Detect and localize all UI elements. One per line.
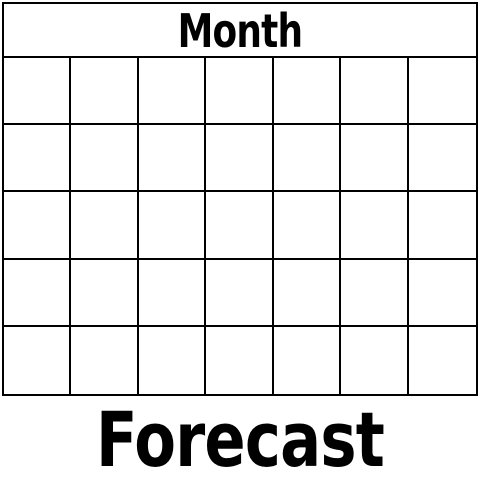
calendar-cell <box>206 125 274 193</box>
calendar-cell <box>341 192 409 260</box>
calendar-cell <box>138 192 207 260</box>
caption: Forecast <box>0 400 480 480</box>
calendar-cell <box>4 58 72 126</box>
calendar-cell <box>71 125 139 193</box>
calendar-cell <box>273 125 342 193</box>
month-label: Month <box>177 4 303 58</box>
calendar-cell <box>206 259 274 327</box>
calendar-cell <box>273 259 342 327</box>
calendar-cell <box>138 125 207 193</box>
calendar-cell <box>138 58 207 126</box>
calendar-cell <box>71 259 139 327</box>
calendar-cells <box>4 58 476 394</box>
calendar-cell <box>409 327 476 394</box>
calendar-cell <box>138 259 207 327</box>
calendar-cell <box>408 58 476 126</box>
calendar-cell <box>341 125 409 193</box>
calendar-cell <box>274 326 342 394</box>
calendar-cell <box>4 192 72 260</box>
calendar-cell <box>408 125 476 193</box>
calendar-header: Month <box>4 4 476 58</box>
calendar-cell <box>273 58 342 126</box>
forecast-title: Forecast <box>95 395 385 484</box>
calendar-cell <box>71 192 139 260</box>
calendar-cell <box>4 259 72 327</box>
calendar-cell <box>341 259 409 327</box>
calendar-cell <box>206 58 274 126</box>
calendar-cell <box>408 260 476 327</box>
calendar-cell <box>71 326 139 394</box>
calendar-cell <box>408 192 476 260</box>
calendar-cell <box>206 192 274 260</box>
calendar-cell <box>206 326 274 394</box>
calendar-cell <box>139 326 207 394</box>
calendar-cell <box>273 192 342 260</box>
calendar-cell <box>341 58 409 126</box>
calendar-cell <box>71 58 139 126</box>
calendar-grid-frame: Month <box>2 2 478 396</box>
calendar-cell <box>4 125 72 193</box>
calendar-cell <box>4 326 72 394</box>
calendar-cell <box>341 326 409 394</box>
